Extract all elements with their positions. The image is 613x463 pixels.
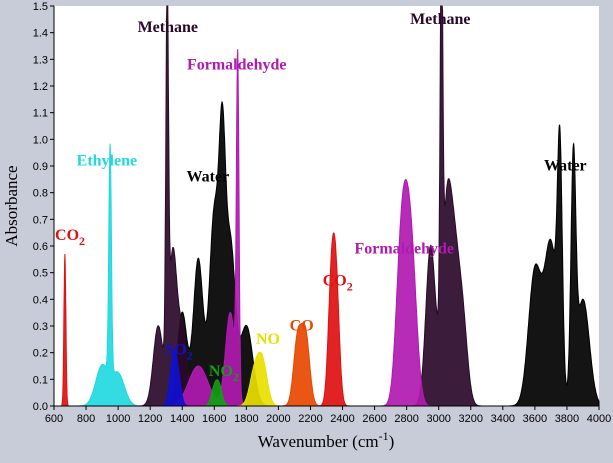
y-tick-label: 0.3 — [33, 321, 48, 333]
label-text: Ethylene — [77, 152, 137, 169]
label-methane: Methane — [410, 11, 470, 28]
y-tick-label: 1.4 — [33, 28, 48, 40]
axes-layer: 600 800 1000 1200 1400 1600 1800 2000 2200 2400 26… — [33, 1, 612, 425]
y-tick-label: 0.7 — [33, 214, 48, 226]
plot-area — [54, 6, 599, 406]
x-axis-title-main: Wavenumber (cm — [258, 432, 379, 451]
x-tick-label: 1000 — [106, 413, 130, 425]
label-subscript: 2 — [233, 370, 239, 384]
label-water: Water — [544, 158, 587, 175]
label-formaldehyde: Formaldehyde — [187, 56, 287, 73]
label-so2: SO2 — [165, 342, 192, 363]
x-tick-label: 2800 — [394, 413, 418, 425]
label-text: Water — [187, 168, 230, 185]
label-no2: NO2 — [209, 363, 239, 384]
x-tick-label: 2600 — [362, 413, 386, 425]
x-axis-title-close: ) — [389, 432, 395, 451]
y-tick-label: 0.0 — [33, 401, 48, 413]
x-tick-label: 800 — [77, 413, 95, 425]
label-text: NO — [256, 331, 280, 348]
label-text: Methane — [410, 11, 470, 28]
label-formaldehyde: Formaldehyde — [354, 240, 454, 257]
label-subscript: 2 — [187, 349, 193, 363]
x-tick-label: 600 — [45, 413, 63, 425]
x-tick-label: 1800 — [234, 413, 258, 425]
label-methane: Methane — [138, 19, 198, 36]
y-tick-label: 0.4 — [33, 294, 48, 306]
y-tick-label: 1.0 — [33, 134, 48, 146]
x-axis-title: Wavenumber (cm-1) — [258, 429, 395, 451]
y-tick-label: 0.8 — [33, 188, 48, 200]
label-text: Formaldehyde — [187, 56, 287, 73]
x-tick-label: 1400 — [170, 413, 194, 425]
label-text: CO — [323, 272, 347, 289]
y-tick-label: 0.5 — [33, 268, 48, 280]
y-tick-label: 0.2 — [33, 348, 48, 360]
x-tick-label: 3600 — [523, 413, 547, 425]
label-subscript: 2 — [79, 234, 85, 248]
x-tick-label: 1200 — [138, 413, 162, 425]
label-no: NO — [256, 331, 280, 348]
x-tick-label: 2000 — [266, 413, 290, 425]
y-tick-label: 1.2 — [33, 81, 48, 93]
label-text: SO — [165, 342, 186, 359]
x-tick-label: 1600 — [202, 413, 226, 425]
x-tick-label: 2200 — [298, 413, 322, 425]
annotation-layer: CO2EthyleneMethaneFormaldehydeWaterSO2NO… — [55, 11, 587, 384]
label-co: CO — [290, 318, 314, 335]
label-subscript: 2 — [347, 279, 353, 293]
label-ethylene: Ethylene — [77, 152, 137, 169]
y-tick-label: 0.1 — [33, 374, 48, 386]
y-tick-label: 0.6 — [33, 241, 48, 253]
y-tick-label: 1.3 — [33, 54, 48, 66]
y-tick-label: 1.5 — [33, 1, 48, 13]
y-axis-title: Absorbance — [2, 165, 21, 246]
x-tick-label: 3800 — [555, 413, 579, 425]
x-tick-label: 4000 — [587, 413, 611, 425]
label-text: Water — [544, 158, 587, 175]
label-co2: CO2 — [323, 272, 353, 293]
x-tick-label: 2400 — [330, 413, 354, 425]
label-water: Water — [187, 168, 230, 185]
label-co2: CO2 — [55, 227, 85, 248]
label-text: NO — [209, 363, 233, 380]
x-tick-label: 3200 — [459, 413, 483, 425]
label-text: CO — [290, 318, 314, 335]
label-text: Methane — [138, 19, 198, 36]
label-text: CO — [55, 227, 79, 244]
y-tick-label: 1.1 — [33, 108, 48, 120]
x-tick-label: 3400 — [491, 413, 515, 425]
x-tick-label: 3000 — [426, 413, 450, 425]
label-text: Formaldehyde — [354, 240, 454, 257]
y-tick-label: 0.9 — [33, 161, 48, 173]
x-axis-title-sup: -1 — [379, 429, 389, 443]
